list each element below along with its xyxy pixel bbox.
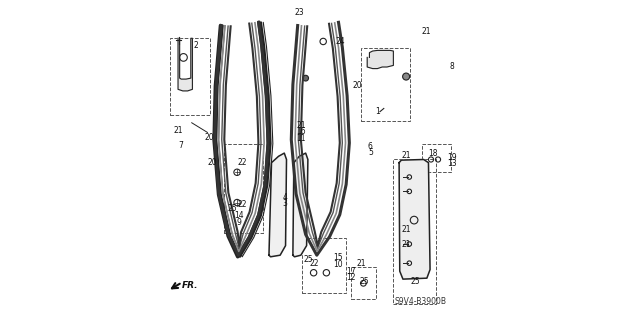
Text: 18: 18 [428,149,437,158]
Bar [224,144,262,233]
Text: 13: 13 [447,159,457,168]
Text: 19: 19 [447,153,457,162]
Text: 14: 14 [234,211,244,220]
Text: 16: 16 [296,127,306,136]
Text: 6: 6 [368,142,373,151]
Text: 10: 10 [333,260,343,269]
Text: 25: 25 [411,277,420,286]
Text: 23: 23 [294,8,304,17]
Text: S9V4-B3900B: S9V4-B3900B [394,297,446,306]
Text: 25: 25 [303,255,313,263]
Bar [351,267,376,299]
Text: 8: 8 [449,63,454,71]
Circle shape [303,75,308,81]
Text: 22: 22 [237,200,246,209]
Text: 2: 2 [193,41,198,50]
Text: 5: 5 [368,148,373,157]
Text: 3: 3 [282,199,287,208]
Text: 21: 21 [401,225,411,234]
Bar [361,48,410,121]
Bar [170,38,210,115]
Text: 4: 4 [282,193,287,202]
Text: 12: 12 [346,273,355,282]
Text: 25: 25 [360,277,369,286]
Text: 11: 11 [296,134,306,143]
Bar [422,144,451,172]
Bar [394,159,436,304]
Text: 20: 20 [208,158,218,167]
Text: 1: 1 [375,107,380,115]
Text: FR.: FR. [182,281,198,290]
Polygon shape [293,153,308,257]
Text: 22: 22 [237,158,246,167]
Text: 20: 20 [205,133,214,142]
Text: 9: 9 [237,218,242,227]
Text: 21: 21 [401,151,411,160]
Polygon shape [399,160,430,279]
Text: 7: 7 [178,141,183,150]
Text: 21: 21 [173,126,183,135]
Text: 22: 22 [310,259,319,268]
Polygon shape [367,50,394,69]
Text: 15: 15 [333,253,343,262]
Text: 21: 21 [421,27,431,36]
Polygon shape [178,38,193,91]
Text: 21: 21 [401,241,411,249]
Text: 17: 17 [346,267,355,276]
Polygon shape [269,153,287,257]
Text: 20: 20 [353,81,362,90]
Text: 24: 24 [335,37,345,46]
Text: 21: 21 [296,121,306,130]
Circle shape [403,73,410,80]
Text: 25: 25 [227,204,237,213]
Bar [303,238,346,293]
Text: 21: 21 [356,259,365,268]
